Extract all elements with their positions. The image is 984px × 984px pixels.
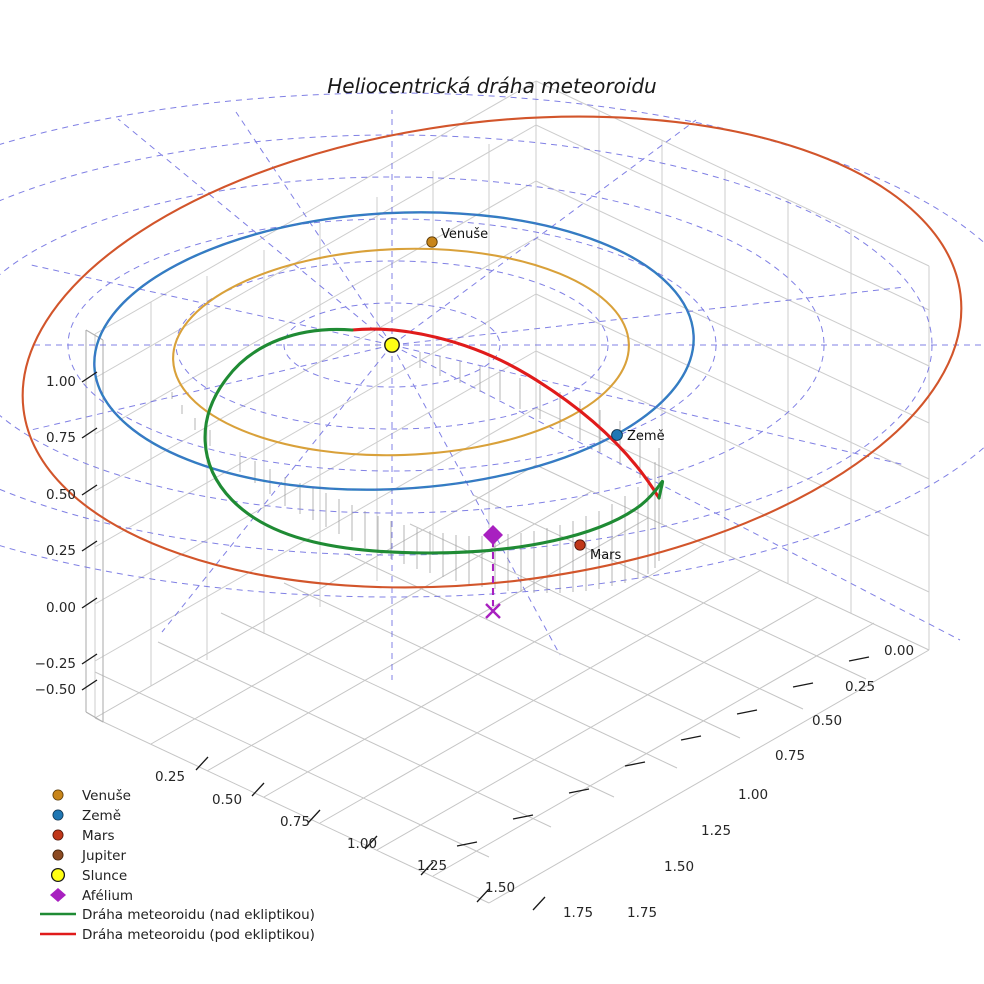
x-tick-labels: 0.25 0.50 0.75 1.00 1.25 1.50 1.75 — [155, 769, 593, 921]
y-tick-label: 0.75 — [775, 748, 805, 764]
z-tick-label: 0.50 — [46, 487, 76, 503]
polar-helper-grid — [0, 92, 984, 680]
x-tick-label: 1.25 — [417, 858, 447, 874]
y-axis-ticks — [456, 656, 870, 847]
legend-label: Mars — [82, 828, 115, 844]
z-tick-label: 0.75 — [46, 430, 76, 446]
aphelion-diamond-icon — [50, 888, 66, 902]
axes-wall-left — [94, 80, 537, 718]
orbit-mars — [21, 115, 963, 589]
z-tick-label: 1.00 — [46, 374, 76, 390]
legend-item-jupiter[interactable]: Jupiter — [52, 848, 127, 864]
y-tick-label: 1.75 — [627, 905, 657, 921]
legend-label: Země — [82, 808, 121, 824]
y-tick-label: 0.50 — [812, 713, 842, 729]
legend-item-above-ecliptic[interactable]: Dráha meteoroidu (nad ekliptikou) — [40, 907, 315, 923]
marker-earth — [611, 429, 623, 441]
label-mars: Mars — [590, 548, 622, 563]
label-venus: Venuše — [441, 227, 488, 242]
y-tick-label: 0.00 — [884, 643, 914, 659]
orbit-venus — [172, 247, 630, 457]
x-tick-label: 0.25 — [155, 769, 185, 785]
x-tick-label: 1.50 — [485, 880, 515, 896]
label-earth: Země — [627, 429, 665, 444]
orbit-earth — [93, 211, 695, 491]
axes-pane-grid — [94, 464, 930, 904]
legend-item-venuse[interactable]: Venuše — [52, 788, 131, 804]
marker-venus — [426, 236, 438, 248]
legend-label: Dráha meteoroidu (nad ekliptikou) — [82, 907, 315, 923]
z-tick-label: 0.25 — [46, 543, 76, 559]
x-axis-ticks — [195, 756, 546, 911]
legend-item-below-ecliptic[interactable]: Dráha meteoroidu (pod ekliptikou) — [40, 927, 315, 943]
axes-wall-right — [535, 80, 930, 650]
legend-item-afelium[interactable]: Afélium — [50, 888, 133, 904]
z-tick-label: 0.00 — [46, 600, 76, 616]
meteoroid-track-above-ecliptic — [203, 327, 665, 555]
meteoroid-track-below-ecliptic — [350, 327, 661, 500]
aphelion-ground-cross — [485, 603, 501, 619]
x-tick-label: 0.75 — [280, 814, 310, 830]
legend-item-mars[interactable]: Mars — [52, 828, 115, 844]
legend-item-slunce[interactable]: Slunce — [50, 867, 128, 884]
jupiter-marker-icon — [52, 849, 64, 861]
legend-label: Venuše — [82, 788, 131, 804]
x-tick-label: 1.00 — [347, 836, 377, 852]
legend-label: Afélium — [82, 888, 133, 904]
aphelion-marker — [483, 525, 503, 545]
x-tick-label: 1.75 — [563, 905, 593, 921]
y-tick-labels: 0.00 0.25 0.50 0.75 1.00 1.25 1.50 1.75 — [627, 643, 914, 921]
legend-label: Dráha meteoroidu (pod ekliptikou) — [82, 927, 315, 943]
venus-marker-icon — [52, 789, 64, 801]
sun-marker-icon — [50, 867, 66, 883]
y-tick-label: 1.25 — [701, 823, 731, 839]
y-tick-label: 1.00 — [738, 787, 768, 803]
legend-label: Slunce — [82, 868, 127, 884]
marker-sun — [384, 337, 400, 353]
legend-label: Jupiter — [81, 848, 126, 864]
x-tick-label: 0.50 — [212, 792, 242, 808]
mars-marker-icon — [52, 829, 64, 841]
z-tick-label: −0.50 — [35, 682, 76, 698]
z-axis-ticks — [81, 371, 98, 691]
z-axis-spine — [85, 329, 104, 723]
chart-title: Heliocentrická dráha meteoroidu — [327, 74, 657, 98]
y-tick-label: 1.50 — [664, 859, 694, 875]
earth-marker-icon — [52, 809, 64, 821]
legend: Venuše Země Mars Jupiter Slunce — [40, 788, 315, 943]
z-tick-labels: 1.00 0.75 0.50 0.25 0.00 −0.25 −0.50 — [35, 374, 76, 698]
y-tick-label: 0.25 — [845, 679, 875, 695]
marker-mars — [574, 539, 586, 551]
z-tick-label: −0.25 — [35, 656, 76, 672]
legend-item-zeme[interactable]: Země — [52, 808, 121, 824]
